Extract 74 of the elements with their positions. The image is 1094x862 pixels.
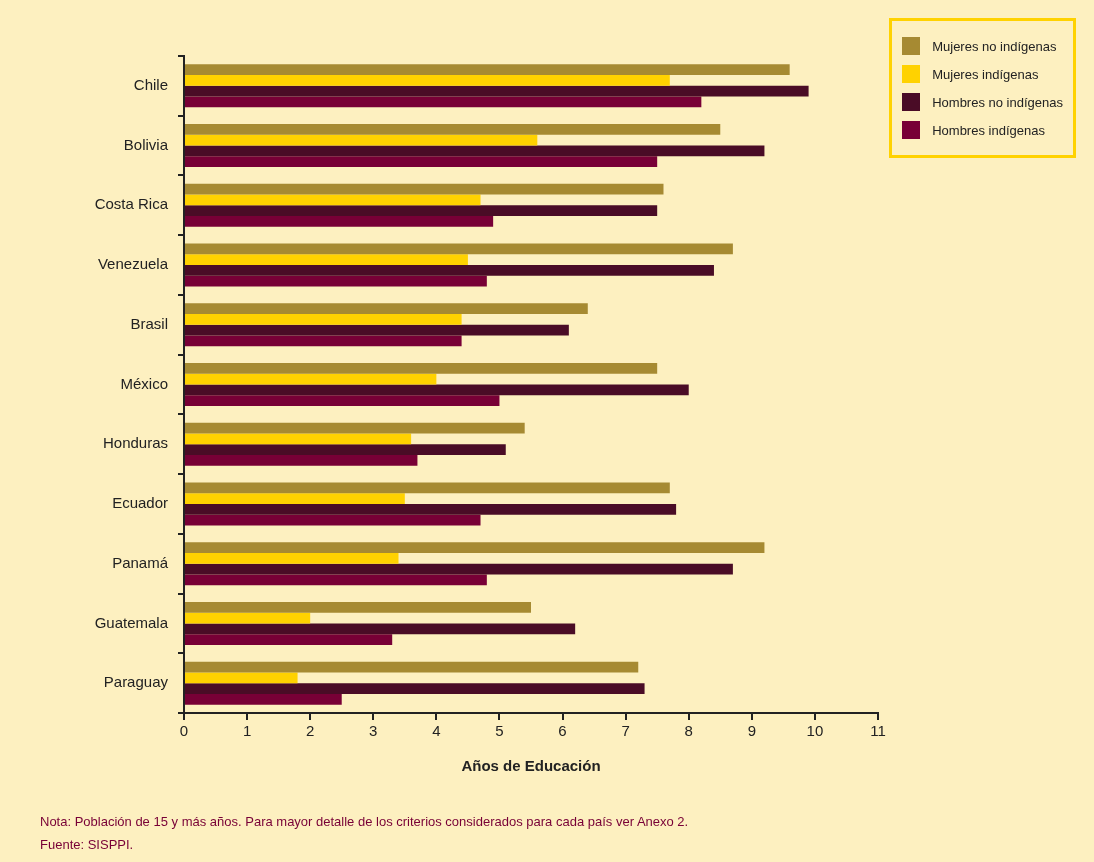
legend-label: Mujeres no indígenas — [932, 38, 1057, 54]
bar — [185, 156, 658, 168]
bar — [185, 693, 342, 705]
bar — [185, 194, 481, 206]
bar — [185, 395, 500, 406]
bar — [185, 482, 670, 494]
bar — [185, 303, 588, 315]
y-tick-label: Honduras — [102, 434, 168, 452]
y-tick-label: Panamá — [112, 553, 169, 571]
x-tick-label: 9 — [747, 722, 756, 740]
bar — [185, 623, 576, 635]
bar — [185, 183, 664, 195]
bar — [185, 552, 399, 564]
bar — [185, 514, 481, 526]
bar — [185, 444, 506, 455]
bar — [185, 265, 714, 276]
bar — [185, 601, 531, 613]
x-tick-label: 2 — [306, 722, 315, 740]
bar — [185, 216, 494, 227]
bar — [185, 672, 298, 684]
bar — [185, 493, 405, 504]
bar — [185, 563, 733, 575]
y-tick-label: Bolivia — [123, 135, 169, 153]
bar — [185, 454, 418, 466]
text: Nota: Población de 15 y más años. Para mayor detalle de los criterios considerados para cada país ver Anexo 2. — [40, 813, 689, 831]
bar — [185, 134, 538, 146]
bar — [185, 384, 689, 396]
bar — [185, 75, 670, 86]
bar — [185, 634, 393, 645]
bar — [185, 433, 412, 445]
x-tick-label: 0 — [179, 722, 189, 740]
x-axis-title: Años de Educación — [461, 757, 601, 775]
y-tick-label: Guatemala — [94, 613, 169, 631]
bar — [185, 503, 677, 515]
bar — [185, 64, 790, 76]
bar — [185, 324, 569, 336]
x-tick-label: 6 — [558, 722, 567, 740]
bar — [185, 661, 639, 673]
bar — [185, 542, 765, 553]
bar — [185, 85, 809, 97]
x-tick-label: 4 — [432, 722, 441, 740]
bar — [185, 373, 437, 385]
x-tick-label: 10 — [806, 722, 824, 740]
y-tick-label: México — [120, 374, 168, 392]
source-note: Fuente: SISPPI. — [40, 836, 135, 854]
bar — [185, 145, 765, 157]
bar — [185, 612, 311, 624]
bar — [185, 422, 525, 434]
legend-label: Hombres no indígenas — [932, 94, 1063, 110]
x-tick-label: 1 — [242, 722, 252, 740]
x-tick-label: 8 — [684, 722, 693, 740]
y-tick-label: Paraguay — [103, 673, 169, 691]
x-tick-label: 11 — [870, 722, 886, 740]
bar — [185, 243, 733, 255]
bar — [185, 275, 487, 287]
bar — [185, 363, 658, 374]
bar — [185, 124, 721, 135]
x-tick-label: 3 — [369, 722, 378, 740]
bar — [185, 335, 462, 347]
y-tick-label: Costa Rica — [94, 195, 169, 213]
x-tick-label: 7 — [621, 722, 630, 740]
bar — [185, 314, 462, 325]
y-tick-label: Venezuela — [97, 255, 169, 273]
y-tick-label: Brasil — [130, 314, 168, 332]
y-tick-label: Chile — [133, 76, 168, 93]
bar — [185, 683, 645, 694]
bar — [185, 254, 468, 266]
legend-label: Hombres indígenas — [932, 122, 1045, 138]
x-tick-label: 5 — [495, 722, 504, 740]
bar — [185, 574, 487, 586]
bar — [185, 205, 658, 217]
bar — [185, 96, 702, 108]
y-tick-label: Ecuador — [112, 494, 168, 512]
legend-label: Mujeres indígenas — [932, 66, 1039, 82]
